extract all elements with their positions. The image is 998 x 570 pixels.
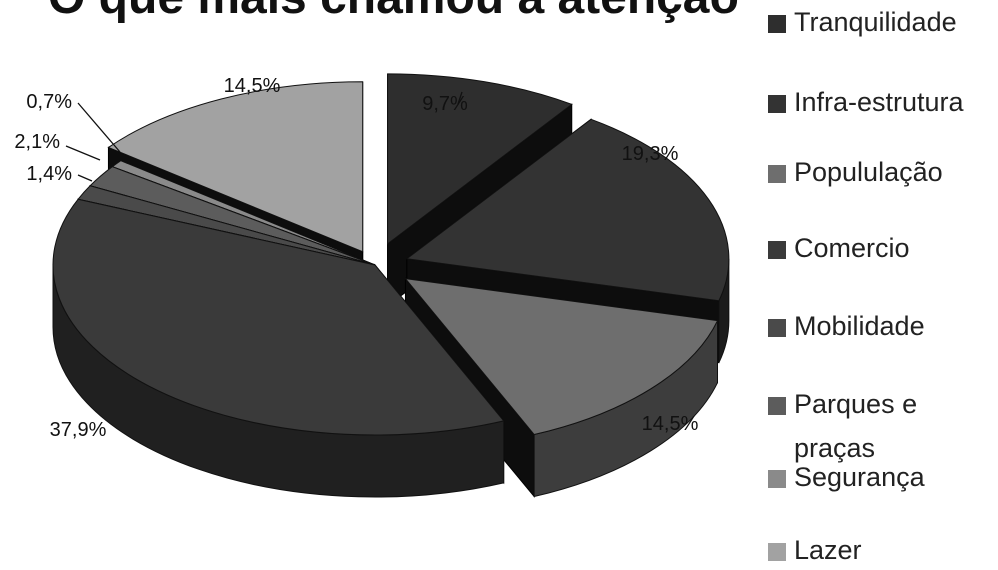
legend-item-comercio: Comercio xyxy=(768,232,996,264)
leader-line xyxy=(457,91,463,105)
legend-swatch xyxy=(768,241,786,259)
data-label-lazer: 14,5% xyxy=(224,75,281,97)
legend-swatch xyxy=(768,543,786,561)
pie-slice-comercio xyxy=(52,198,505,498)
legend-item-populuiacao: Popululação xyxy=(768,156,996,188)
data-label-populuiacao: 14,5% xyxy=(642,413,699,435)
legend-item-lazer: Lazer xyxy=(768,534,996,566)
data-label-comercio: 37,9% xyxy=(50,419,107,441)
legend-swatch xyxy=(768,95,786,113)
data-label-mobilidade: 1,4% xyxy=(26,163,72,185)
data-label-tranquilidade: 9,7% xyxy=(422,93,468,115)
legend-swatch xyxy=(768,165,786,183)
data-label-infra-estrutura: 19,3% xyxy=(622,143,679,165)
legend-swatch xyxy=(768,470,786,488)
chart-title: O que mais chamou a atenção xyxy=(48,0,739,25)
legend-item-seguranca: Segurança xyxy=(768,461,996,493)
legend-swatch xyxy=(768,319,786,337)
legend-label: Tranquilidade xyxy=(794,7,957,37)
legend-label: Popululação xyxy=(794,157,943,187)
pie-chart: 9,7% 19,3% 14,5% 37,9% 1,4% 2,1% 0,7% 14,5% xyxy=(14,73,730,498)
legend-label: Infra-estrutura xyxy=(794,87,964,117)
legend-item-infra-estrutura: Infra-estrutura xyxy=(768,86,996,124)
legend-item-mobilidade: Mobilidade xyxy=(768,310,996,342)
legend-label: Lazer xyxy=(794,535,862,565)
legend-label: Segurança xyxy=(794,462,925,492)
legend-label: Mobilidade xyxy=(794,311,925,341)
leader-line xyxy=(77,174,93,182)
legend-label: Comercio xyxy=(794,233,910,263)
legend-label: Parques e praças xyxy=(794,389,918,463)
labels-layer: 9,7% 19,3% 14,5% 37,9% 1,4% 2,1% 0,7% 14,5% xyxy=(14,75,698,441)
leader-line xyxy=(77,102,121,153)
legend-swatch xyxy=(768,15,786,33)
slices-layer xyxy=(52,73,730,498)
legend-item-parques-e-pracas: Parques e praças xyxy=(768,388,996,470)
legend-item-tranquilidade: Tranquilidade xyxy=(768,6,996,38)
legend-swatch xyxy=(768,397,786,415)
data-label-seguranca: 0,7% xyxy=(26,91,72,113)
leader-line xyxy=(65,145,101,161)
data-label-parques-e-pracas: 2,1% xyxy=(14,131,60,153)
